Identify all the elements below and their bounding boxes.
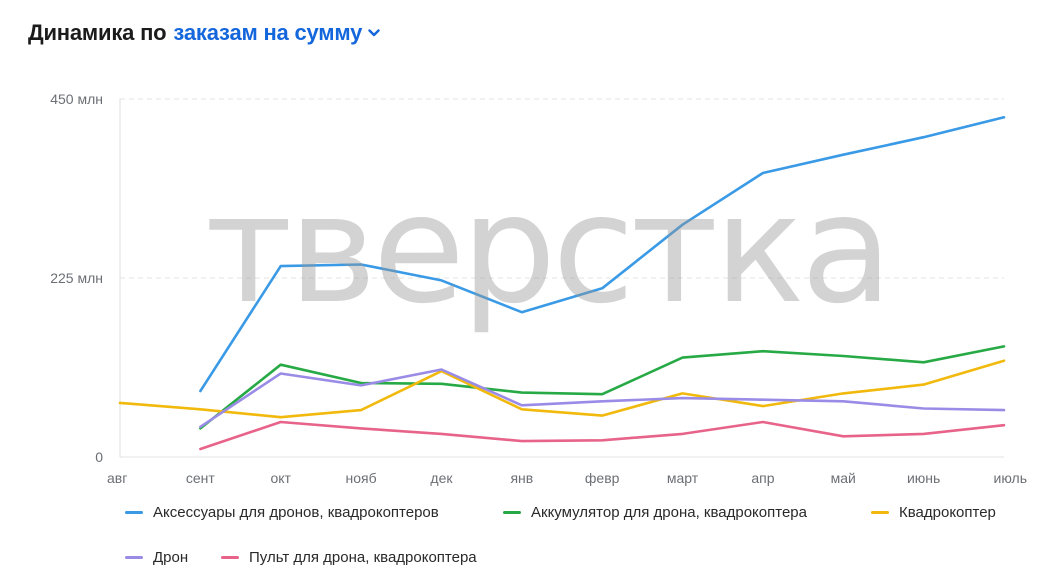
series-layer [118,116,1006,451]
series-line-1[interactable] [199,345,1006,430]
chart-header: Динамика по заказам на сумму [28,20,380,46]
y-tick-label: 225 млн [50,270,103,286]
metric-dropdown-label: заказам на сумму [173,20,363,45]
grid-layer [120,98,1004,458]
legend-item[interactable]: Аксессуары для дронов, квадрокоптеров [125,504,439,521]
x-tick-label: июль [994,470,1027,486]
legend-label: Пульт для дрона, квадрокоптера [249,549,477,566]
legend-swatch [221,556,239,559]
legend-swatch [125,556,143,559]
legend-item[interactable]: Пульт для дрона, квадрокоптера [221,549,477,566]
x-tick-label: март [667,470,699,486]
legend-swatch [871,511,889,514]
legend-swatch [503,511,521,514]
line-chart: 0 225 млн 450 млн авг сент окт нояб дек янв февр м… [50,91,1027,486]
legend-label: Квадрокоптер [899,504,996,521]
series-line-4[interactable] [199,420,1006,451]
x-tick-label: дек [430,470,453,486]
axis-layer: 0 225 млн 450 млн авг сент окт нояб дек янв февр м… [50,91,1027,486]
legend-label: Аксессуары для дронов, квадрокоптеров [153,504,439,521]
chevron-down-icon [368,29,380,37]
x-tick-label: апр [751,470,774,486]
legend-item[interactable]: Дрон [125,549,188,566]
header-prefix: Динамика по [28,20,167,45]
x-tick-label: окт [270,470,291,486]
legend-item[interactable]: Квадрокоптер [871,504,996,521]
legend-label: Дрон [153,549,189,566]
legend-item[interactable]: Аккумулятор для дрона, квадрокоптера [503,504,807,521]
x-tick-label: май [831,470,856,486]
x-tick-label: июнь [907,470,940,486]
legend-swatch [125,511,143,514]
y-tick-label: 0 [95,449,103,465]
x-tick-label: авг [107,470,127,486]
metric-dropdown[interactable]: заказам на сумму [173,20,380,46]
x-tick-label: февр [585,470,620,486]
x-tick-label: сент [186,470,216,486]
series-line-3[interactable] [199,368,1006,429]
legend-label: Аккумулятор для дрона, квадрокоптера [531,504,807,521]
series-line-0[interactable] [199,116,1006,393]
y-tick-label: 450 млн [50,91,103,107]
series-line-2[interactable] [118,359,1006,419]
x-tick-label: нояб [346,470,377,486]
x-tick-label: янв [510,470,533,486]
